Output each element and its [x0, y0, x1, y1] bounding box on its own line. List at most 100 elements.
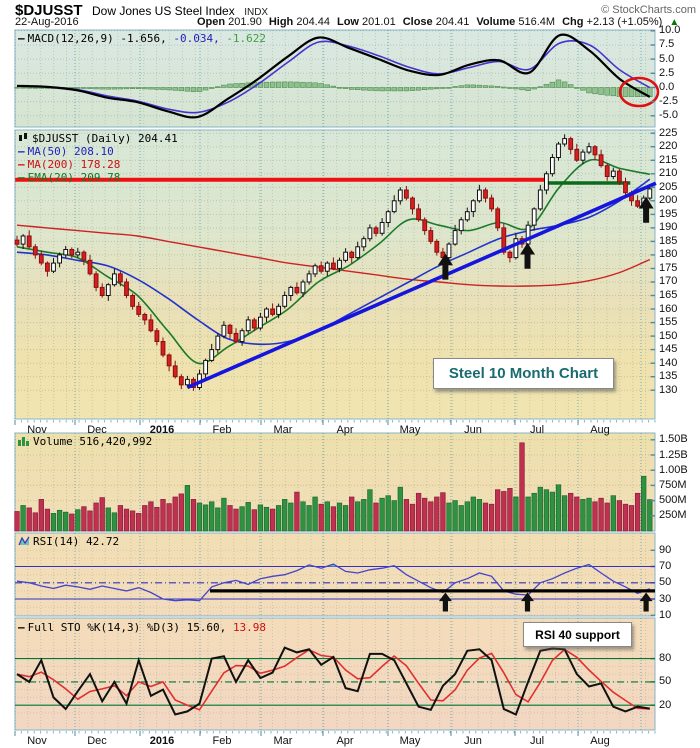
- rsi-legend: RSI(14) 42.72: [18, 536, 119, 549]
- quote-field-volume: Volume 516.4M: [476, 16, 556, 28]
- month-label-feb: Feb: [212, 424, 232, 436]
- price-axis-tick: 200: [659, 194, 678, 207]
- month-label-apr: Apr: [336, 735, 354, 747]
- candlestick-icon: [18, 133, 29, 146]
- sto-axis-tick: 50: [659, 675, 672, 688]
- symbol-name: Dow Jones US Steel Index: [91, 4, 235, 18]
- month-label-mar: Mar: [273, 735, 293, 747]
- price-axis-tick: 195: [659, 207, 678, 220]
- symbol-exchange: INDX: [244, 7, 269, 18]
- month-label-dec: Dec: [87, 735, 107, 747]
- month-label-2016: 2016: [149, 735, 175, 747]
- rsi-wave-icon: [18, 536, 30, 549]
- macd-axis-tick: -2.5: [659, 95, 678, 108]
- price-axis-tick: 225: [659, 126, 678, 139]
- quote-field-chg: Chg +2.13 (+1.05%): [562, 16, 663, 28]
- month-label-jul: Jul: [529, 735, 545, 747]
- price-axis-tick: 170: [659, 275, 678, 288]
- macd-axis-tick: -5.0: [659, 109, 678, 122]
- ma50-row: MA(50) 208.10: [27, 145, 114, 158]
- quote-field-low: Low 201.01: [336, 16, 396, 28]
- ema20-row: EMA(20) 209.78: [27, 171, 121, 184]
- month-label-feb: Feb: [212, 735, 232, 747]
- price-legend-ema20: — EMA(20) 209.78: [18, 172, 120, 184]
- volume-legend: Volume 516,420,992: [18, 436, 152, 449]
- price-axis-tick: 160: [659, 302, 678, 315]
- up-arrow-annotation: [639, 592, 653, 612]
- price-axis-tick: 220: [659, 140, 678, 153]
- line-dash-icon: —: [18, 158, 25, 171]
- steel-chart-label: Steel 10 Month Chart: [448, 365, 599, 382]
- up-arrow-annotation: [521, 592, 534, 612]
- macd-axis-tick: 5.0: [659, 52, 675, 65]
- trendline: [186, 181, 657, 390]
- volume-axis-tick: 750M: [659, 478, 687, 491]
- rsi-legend-text: RSI(14) 42.72: [33, 535, 120, 548]
- price-axis-tick: 185: [659, 234, 678, 247]
- price-candles: [14, 134, 653, 391]
- rsi-panel-bg: [14, 532, 656, 617]
- sto-axis-tick: 80: [659, 652, 672, 665]
- price-legend-ma50: — MA(50) 208.10: [18, 146, 114, 158]
- macd-legend-text: MACD(12,26,9) -1.656,: [27, 32, 167, 45]
- month-label-aug: Aug: [590, 424, 610, 436]
- line-dash-icon: —: [18, 621, 25, 634]
- rsi-line: [16, 563, 651, 602]
- macd-axis-tick: 10.0: [659, 24, 681, 37]
- volume-axis-tick: 1.50B: [659, 433, 688, 446]
- price-axis-tick: 135: [659, 370, 678, 383]
- copyright-text: © StockCharts.com: [601, 4, 696, 16]
- quote-fields: Open 201.90 High 204.44 Low 201.01 Close 20…: [197, 16, 679, 28]
- price-axis-tick: 215: [659, 153, 678, 166]
- volume-bars-icon: [18, 436, 30, 449]
- month-label-nov: Nov: [27, 735, 47, 747]
- macd-signal-value: -0.034,: [173, 32, 220, 45]
- volume-axis-tick: 250M: [659, 509, 687, 522]
- sto-d-value: 13.98: [232, 621, 267, 634]
- sto-legend-text: Full STO %K(14,3) %D(3) 15.60,: [27, 621, 227, 634]
- macd-signal-line: [16, 40, 651, 114]
- price-axis-tick: 190: [659, 221, 678, 234]
- quote-date: 22-Aug-2016: [15, 16, 79, 28]
- price-axis-tick: 180: [659, 248, 678, 261]
- rsi-axis-tick: 10: [659, 608, 672, 621]
- month-label-may: May: [399, 735, 421, 747]
- sto-axis-tick: 20: [659, 698, 672, 711]
- up-arrow-annotation: [437, 253, 453, 280]
- change-up-triangle-icon: ▲: [669, 17, 680, 28]
- price-legend-symbol: $DJUSST (Daily) 204.41: [18, 133, 178, 146]
- volume-axis-tick: 1.25B: [659, 448, 688, 461]
- price-axis-tick: 175: [659, 261, 678, 274]
- ema20-line: [16, 158, 650, 365]
- quote-field-open: Open 201.90: [197, 16, 262, 28]
- price-axis-tick: 205: [659, 180, 678, 193]
- symbol-ticker: $DJUSST: [15, 2, 83, 19]
- month-label-dec: Dec: [87, 424, 107, 436]
- steel-chart-label-box: Steel 10 Month Chart: [433, 358, 614, 389]
- red-circle-annotation: [618, 76, 660, 108]
- rsi-axis-tick: 70: [659, 560, 672, 573]
- rsi-axis-tick: 50: [659, 576, 672, 589]
- price-axis-tick: 165: [659, 289, 678, 302]
- rsi-axis-tick: 90: [659, 543, 672, 556]
- sto-k-line: [16, 646, 650, 716]
- ma200-row: MA(200) 178.28: [27, 158, 121, 171]
- sto-legend: — Full STO %K(14,3) %D(3) 15.60, 13.98: [18, 622, 266, 634]
- month-label-jun: Jun: [464, 735, 482, 747]
- rsi-support-label: RSI 40 support: [535, 627, 620, 642]
- macd-legend: — MACD(12,26,9) -1.656, -0.034, -1.622: [18, 33, 266, 45]
- volume-axis-tick: 500M: [659, 494, 687, 507]
- price-axis-tick: 140: [659, 356, 678, 369]
- price-axis-tick: 145: [659, 343, 678, 356]
- quote-field-high: High 204.44: [268, 16, 330, 28]
- month-label-nov: Nov: [27, 424, 47, 436]
- quote-line: 22-Aug-2016 Open 201.90 High 204.44 Low 201…: [15, 16, 679, 28]
- macd-axis-tick: 2.5: [659, 66, 675, 79]
- volume-legend-text: Volume 516,420,992: [33, 435, 153, 448]
- chart-header: $DJUSST Dow Jones US Steel Index INDX: [15, 2, 268, 20]
- price-axis-tick: 210: [659, 167, 678, 180]
- price-axis-tick: 150: [659, 329, 678, 342]
- rsi-support-label-box: RSI 40 support: [523, 622, 632, 647]
